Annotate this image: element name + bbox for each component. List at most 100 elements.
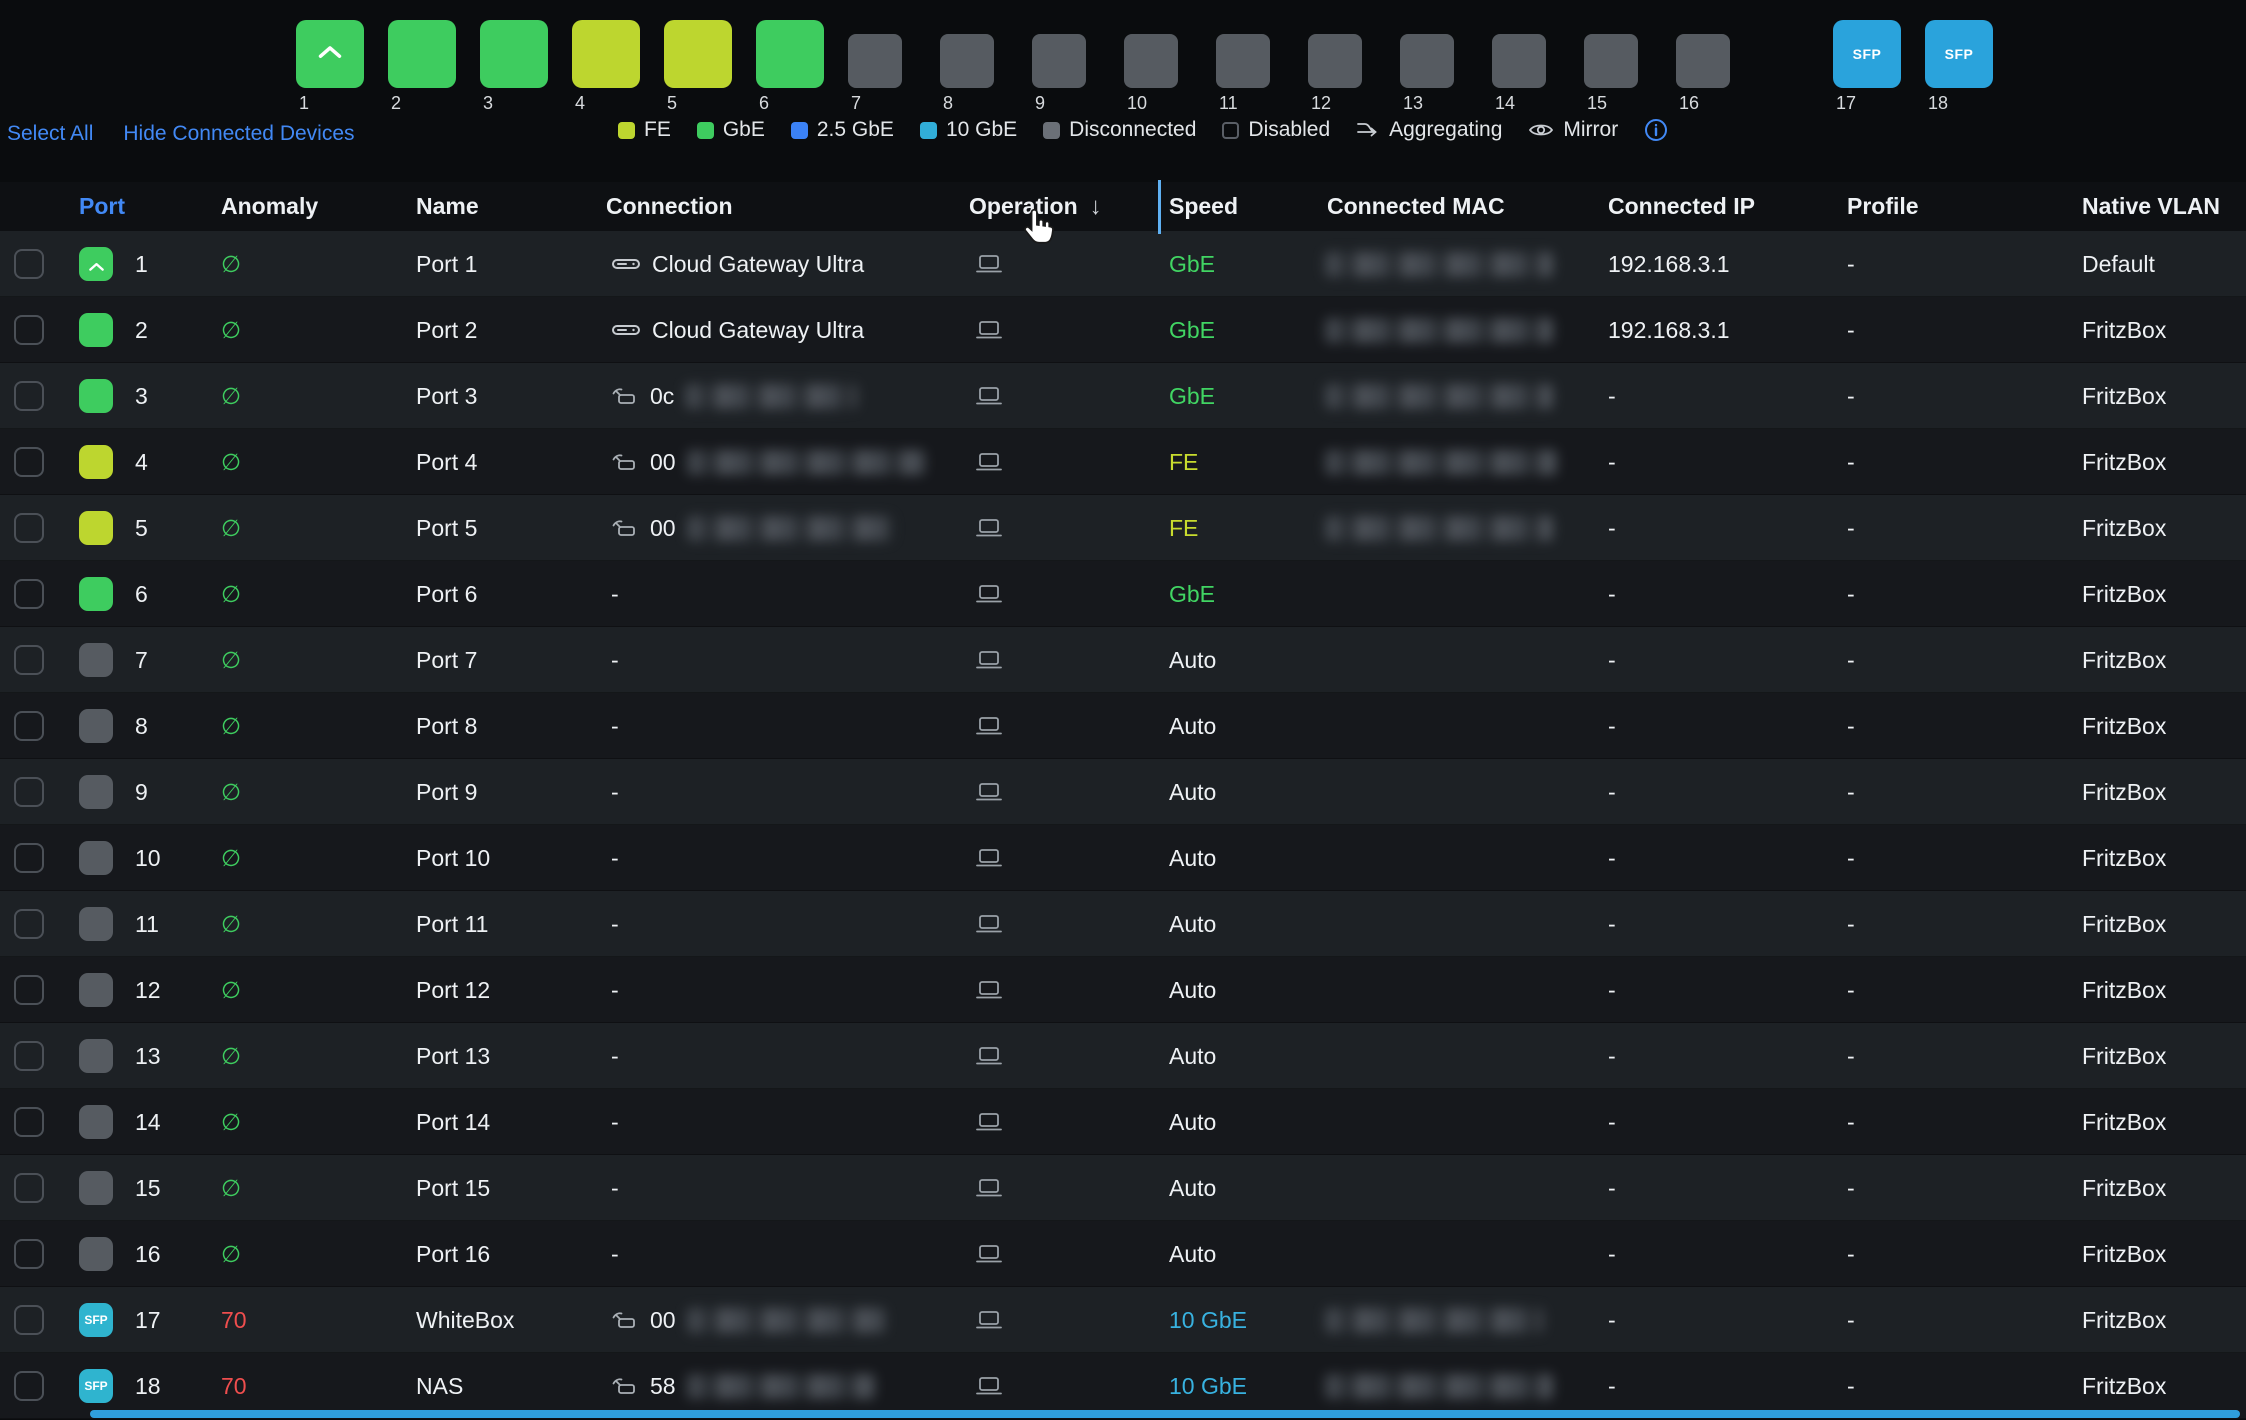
row-checkbox[interactable]	[14, 249, 44, 279]
port-selector-tile-10[interactable]: 10	[1124, 20, 1192, 114]
row-checkbox[interactable]	[14, 1107, 44, 1137]
column-header-mac[interactable]: Connected MAC	[1325, 193, 1606, 220]
column-header-ip[interactable]: Connected IP	[1606, 193, 1845, 220]
port-selector-tile-15[interactable]: 15	[1584, 20, 1652, 114]
laptop-icon[interactable]	[976, 1045, 1002, 1067]
laptop-icon[interactable]	[976, 715, 1002, 737]
port-tile-square[interactable]	[940, 34, 994, 88]
laptop-icon[interactable]	[976, 253, 1002, 275]
port-selector-tile-2[interactable]: 2	[388, 20, 456, 114]
port-selector-tile-8[interactable]: 8	[940, 20, 1008, 114]
port-tile-square[interactable]: SFP	[1925, 20, 1993, 88]
port-selector-tile-7[interactable]: 7	[848, 20, 916, 114]
table-row-port-9[interactable]: 9 ∅ Port 9 - Auto - - FritzBox	[0, 759, 2246, 825]
port-selector-tile-16[interactable]: 16	[1676, 20, 1744, 114]
laptop-icon[interactable]	[976, 979, 1002, 1001]
laptop-icon[interactable]	[976, 1111, 1002, 1133]
port-tile-square[interactable]	[1584, 34, 1638, 88]
port-tile-square[interactable]	[1032, 34, 1086, 88]
table-row-port-13[interactable]: 13 ∅ Port 13 - Auto - - FritzBox	[0, 1023, 2246, 1089]
laptop-icon[interactable]	[976, 517, 1002, 539]
horizontal-scrollbar[interactable]	[90, 1410, 2240, 1418]
row-checkbox[interactable]	[14, 381, 44, 411]
port-selector-tile-9[interactable]: 9	[1032, 20, 1100, 114]
table-row-port-17[interactable]: SFP 17 70 WhiteBox 00 10 GbE - - FritzBox	[0, 1287, 2246, 1353]
column-header-speed[interactable]: Speed	[1167, 193, 1325, 220]
row-checkbox[interactable]	[14, 579, 44, 609]
select-all-link[interactable]: Select All	[7, 122, 94, 145]
port-tile-square[interactable]	[1492, 34, 1546, 88]
port-selector-tile-17[interactable]: SFP 17	[1833, 20, 1901, 114]
table-row-port-18[interactable]: SFP 18 70 NAS 58 10 GbE - - FritzBox	[0, 1353, 2246, 1419]
column-header-anomaly[interactable]: Anomaly	[215, 193, 414, 220]
laptop-icon[interactable]	[976, 1375, 1002, 1397]
row-checkbox[interactable]	[14, 843, 44, 873]
row-checkbox[interactable]	[14, 777, 44, 807]
row-checkbox[interactable]	[14, 315, 44, 345]
laptop-icon[interactable]	[976, 385, 1002, 407]
table-row-port-1[interactable]: 1 ∅ Port 1 Cloud Gateway Ultra GbE 192.168.3.…	[0, 231, 2246, 297]
port-tile-square[interactable]: SFP	[1833, 20, 1901, 88]
port-selector-tile-5[interactable]: 5	[664, 20, 732, 114]
port-tile-square[interactable]	[1124, 34, 1178, 88]
row-checkbox[interactable]	[14, 1173, 44, 1203]
column-header-name[interactable]: Name	[414, 193, 604, 220]
column-header-port[interactable]: Port	[60, 193, 215, 220]
table-row-port-16[interactable]: 16 ∅ Port 16 - Auto - - FritzBox	[0, 1221, 2246, 1287]
table-row-port-10[interactable]: 10 ∅ Port 10 - Auto - - FritzBox	[0, 825, 2246, 891]
info-icon[interactable]	[1644, 118, 1668, 142]
table-row-port-12[interactable]: 12 ∅ Port 12 - Auto - - FritzBox	[0, 957, 2246, 1023]
port-selector-tile-4[interactable]: 4	[572, 20, 640, 114]
column-header-vlan[interactable]: Native VLAN	[2080, 193, 2246, 220]
column-resize-indicator[interactable]	[1158, 180, 1161, 234]
port-selector-tile-12[interactable]: 12	[1308, 20, 1376, 114]
column-header-operation[interactable]: Operation ↓	[967, 193, 1167, 221]
laptop-icon[interactable]	[976, 583, 1002, 605]
port-tile-square[interactable]	[480, 20, 548, 88]
port-selector-tile-13[interactable]: 13	[1400, 20, 1468, 114]
port-selector-tile-18[interactable]: SFP 18	[1925, 20, 1993, 114]
column-header-profile[interactable]: Profile	[1845, 193, 2080, 220]
laptop-icon[interactable]	[976, 319, 1002, 341]
sort-descending-icon[interactable]: ↓	[1089, 192, 1102, 220]
row-checkbox[interactable]	[14, 711, 44, 741]
laptop-icon[interactable]	[976, 781, 1002, 803]
row-checkbox[interactable]	[14, 447, 44, 477]
port-tile-square[interactable]	[1216, 34, 1270, 88]
laptop-icon[interactable]	[976, 451, 1002, 473]
row-checkbox[interactable]	[14, 645, 44, 675]
laptop-icon[interactable]	[976, 913, 1002, 935]
laptop-icon[interactable]	[976, 1309, 1002, 1331]
port-tile-square[interactable]	[1308, 34, 1362, 88]
table-row-port-6[interactable]: 6 ∅ Port 6 - GbE - - FritzBox	[0, 561, 2246, 627]
port-tile-square[interactable]	[1676, 34, 1730, 88]
column-header-connection[interactable]: Connection	[604, 193, 967, 220]
port-selector-tile-11[interactable]: 11	[1216, 20, 1284, 114]
port-tile-square[interactable]	[572, 20, 640, 88]
laptop-icon[interactable]	[976, 1177, 1002, 1199]
laptop-icon[interactable]	[976, 847, 1002, 869]
port-tile-square[interactable]	[756, 20, 824, 88]
row-checkbox[interactable]	[14, 975, 44, 1005]
table-row-port-15[interactable]: 15 ∅ Port 15 - Auto - - FritzBox	[0, 1155, 2246, 1221]
table-row-port-2[interactable]: 2 ∅ Port 2 Cloud Gateway Ultra GbE 192.168.3.…	[0, 297, 2246, 363]
table-row-port-5[interactable]: 5 ∅ Port 5 00 FE - - FritzBox	[0, 495, 2246, 561]
table-row-port-8[interactable]: 8 ∅ Port 8 - Auto - - FritzBox	[0, 693, 2246, 759]
port-selector-tile-14[interactable]: 14	[1492, 20, 1560, 114]
row-checkbox[interactable]	[14, 909, 44, 939]
hide-connected-devices-link[interactable]: Hide Connected Devices	[123, 122, 355, 145]
port-tile-square[interactable]	[296, 20, 364, 88]
laptop-icon[interactable]	[976, 1243, 1002, 1265]
port-tile-square[interactable]	[388, 20, 456, 88]
port-tile-square[interactable]	[664, 20, 732, 88]
row-checkbox[interactable]	[14, 1305, 44, 1335]
row-checkbox[interactable]	[14, 1371, 44, 1401]
port-tile-square[interactable]	[848, 34, 902, 88]
laptop-icon[interactable]	[976, 649, 1002, 671]
table-row-port-7[interactable]: 7 ∅ Port 7 - Auto - - FritzBox	[0, 627, 2246, 693]
port-selector-tile-3[interactable]: 3	[480, 20, 548, 114]
port-selector-tile-1[interactable]: 1	[296, 20, 364, 114]
port-tile-square[interactable]	[1400, 34, 1454, 88]
table-row-port-14[interactable]: 14 ∅ Port 14 - Auto - - FritzBox	[0, 1089, 2246, 1155]
table-row-port-3[interactable]: 3 ∅ Port 3 0c GbE - - FritzBox	[0, 363, 2246, 429]
